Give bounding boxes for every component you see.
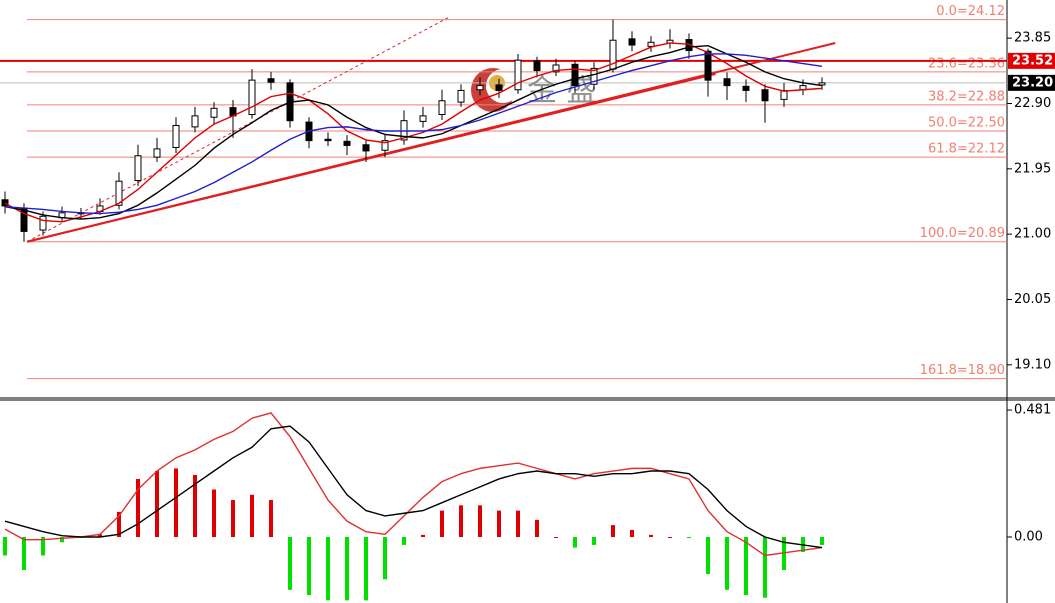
candle-body <box>552 64 560 73</box>
candle-body <box>324 138 332 142</box>
candle-body <box>248 79 256 115</box>
macd-bar <box>725 537 729 590</box>
macd-bar <box>3 537 7 556</box>
macd-bar <box>763 537 767 598</box>
fib-label: 23.6=23.36 <box>928 56 1005 71</box>
macd-bar <box>155 471 159 538</box>
macd-bar <box>364 537 368 601</box>
macd-bar <box>554 537 558 539</box>
fib-label: 50.0=22.50 <box>928 116 1005 131</box>
macd-bar <box>630 529 634 538</box>
candle-body <box>134 155 142 182</box>
price-marker-label: 23.52 <box>1012 53 1053 68</box>
trendline <box>26 72 716 243</box>
fib-label: 0.0=24.12 <box>936 4 1005 19</box>
candle-body <box>172 125 180 149</box>
indicator-line <box>4 412 823 557</box>
macd-bar <box>744 537 748 596</box>
macd-bar <box>402 537 406 545</box>
macd-bar <box>288 537 292 590</box>
candle-body <box>343 140 351 146</box>
indicator-line <box>4 425 823 549</box>
macd-bar <box>478 505 482 538</box>
macd-bar <box>307 537 311 596</box>
macd-bar <box>383 537 387 580</box>
y-tick-label: 23.85 <box>1014 31 1051 46</box>
macd-bar <box>41 537 45 556</box>
macd-bar <box>535 519 539 538</box>
macd-bar <box>174 468 178 538</box>
macd-bar <box>820 537 824 545</box>
macd-bar <box>193 474 197 538</box>
y-tick-label: 21.00 <box>1014 227 1051 242</box>
macd-bar <box>250 494 254 538</box>
candle-body <box>704 50 712 81</box>
candle-body <box>153 148 161 158</box>
macd-bar <box>592 537 596 545</box>
macd-bar <box>136 478 140 538</box>
macd-bar <box>668 537 672 539</box>
y-tick-label: 22.90 <box>1014 96 1051 111</box>
price-marker-label: 23.20 <box>1012 75 1053 90</box>
price-marker-box <box>1008 52 1055 69</box>
macd-bar <box>98 534 102 538</box>
candle-body <box>39 215 47 231</box>
candle-body <box>191 115 199 128</box>
candle-body <box>533 60 541 71</box>
candle-body <box>723 78 731 87</box>
candle-body <box>628 38 636 46</box>
macd-bar <box>22 537 26 571</box>
macd-bar <box>326 537 330 601</box>
macd-bar <box>611 525 615 538</box>
macd-bar <box>231 500 235 538</box>
candle-body <box>1 199 9 207</box>
y-tick-label: 20.05 <box>1014 292 1051 307</box>
trendline <box>26 16 450 243</box>
candle-body <box>761 89 769 102</box>
macd-bar <box>269 500 273 538</box>
macd-bar <box>60 537 64 543</box>
y-tick-label: 21.95 <box>1014 161 1051 176</box>
macd-bar <box>459 505 463 538</box>
price-marker-box <box>1008 74 1055 91</box>
candle-body <box>571 63 579 87</box>
candle-body <box>438 100 446 115</box>
macd-bar <box>440 510 444 538</box>
candle-body <box>210 107 218 118</box>
fib-label: 38.2=22.88 <box>928 89 1005 104</box>
macd-bar <box>421 534 425 538</box>
indicator-line <box>4 42 823 223</box>
macd-bar <box>573 537 577 548</box>
fib-label: 161.8=18.90 <box>920 363 1005 378</box>
candle-body <box>381 140 389 151</box>
macd-bar <box>687 537 691 539</box>
fib-label: 100.0=20.89 <box>920 226 1005 241</box>
macd-bar <box>516 510 520 538</box>
candle-body <box>476 85 484 91</box>
candle-body <box>647 41 655 47</box>
indicator-line <box>4 45 823 220</box>
y-tick-label: 0.481 <box>1014 403 1051 418</box>
candle-body <box>514 59 522 91</box>
y-tick-label: 0.00 <box>1014 530 1043 545</box>
candle-body <box>419 115 427 122</box>
candle-body <box>115 180 123 206</box>
candle-body <box>590 67 598 85</box>
candle-body <box>267 78 275 83</box>
macd-bar <box>345 537 349 601</box>
candle-body <box>20 207 28 232</box>
fib-label: 61.8=22.12 <box>928 142 1005 157</box>
candle-body <box>362 144 370 152</box>
macd-bar <box>497 510 501 538</box>
macd-bar <box>212 489 216 538</box>
candle-body <box>495 84 503 91</box>
y-tick-label: 19.10 <box>1014 357 1051 372</box>
indicator-line <box>4 53 823 215</box>
candle-body <box>742 85 750 91</box>
candle-body <box>457 89 465 103</box>
macd-bar <box>117 511 121 538</box>
macd-bar <box>706 537 710 574</box>
macd-bar <box>649 534 653 538</box>
